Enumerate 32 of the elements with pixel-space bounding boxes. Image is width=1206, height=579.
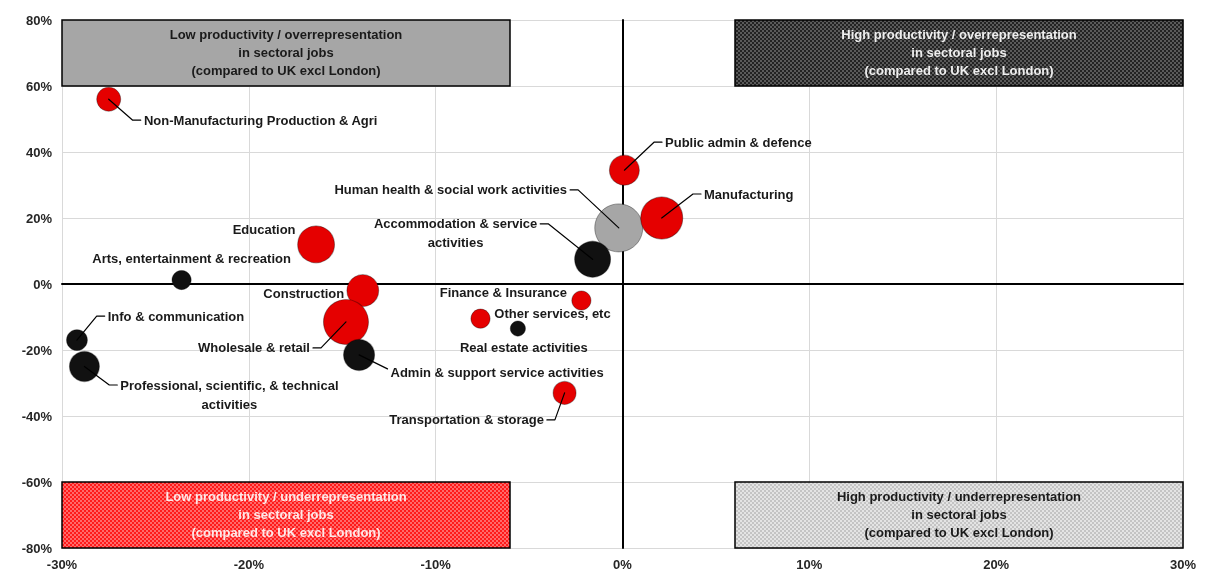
y-tick-label: 60% [25, 78, 53, 94]
y-tick-label: -60% [21, 474, 53, 490]
y-tick-label: -40% [21, 408, 53, 424]
text: Public admin & defence [665, 134, 812, 150]
series-label: Finance & Insurance [439, 285, 567, 300]
series-label: Real estate activities [459, 340, 588, 356]
y-tick-label: 80% [25, 12, 53, 28]
series-label: Info & communication [107, 308, 245, 324]
x-tick-label: 20% [983, 557, 1010, 572]
x-tick-label: 0% [613, 557, 633, 572]
series-label: Professional, scientific, & technical activities [120, 377, 339, 412]
series-label: Arts, entertainment & recreation [92, 250, 291, 266]
x-tick-label: 30% [1169, 557, 1197, 572]
series-label: Education [232, 221, 296, 237]
text: Accommodation & service activities [373, 216, 538, 251]
series-label: Manufacturing [703, 186, 794, 202]
y-tick-label: 20% [25, 210, 53, 226]
x-tick-label: -10% [420, 557, 452, 572]
series-label: Non-Manufacturing Production & Agri [143, 112, 378, 128]
y-tick-label: -20% [21, 342, 53, 358]
y-tick-label: 0% [33, 276, 53, 292]
y-tick-label: -80% [21, 540, 53, 556]
x-tick-label: 10% [796, 557, 823, 572]
series-label: Other services, etc [494, 306, 611, 322]
y-tick-label: 40% [25, 144, 53, 160]
series-label: Wholesale & retail [197, 340, 310, 356]
series-label: Admin & support service activities [390, 365, 604, 381]
series-label: Construction [263, 286, 345, 302]
text: Human health & social work activities [334, 182, 568, 198]
x-tick-label: -30% [46, 557, 78, 572]
x-tick-label: -20% [233, 557, 265, 572]
series-label: Transportation & storage [389, 412, 544, 428]
